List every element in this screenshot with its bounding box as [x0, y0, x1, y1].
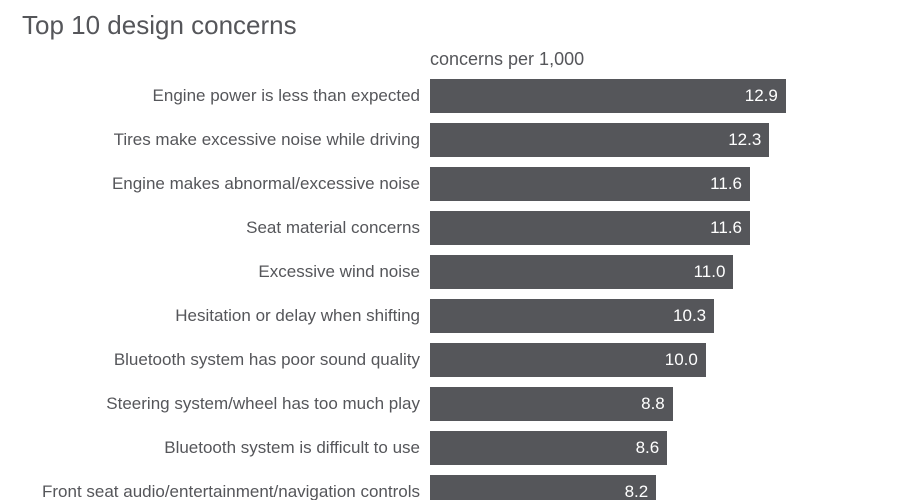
- bar: 10.0: [430, 343, 706, 377]
- bar: 8.6: [430, 431, 667, 465]
- bar-label: Engine power is less than expected: [20, 86, 430, 106]
- bar: 12.9: [430, 79, 786, 113]
- bar-label: Engine makes abnormal/excessive noise: [20, 174, 430, 194]
- bar-track: 8.6: [430, 431, 830, 465]
- bar-row: Front seat audio/entertainment/navigatio…: [20, 472, 880, 500]
- subtitle-row: concerns per 1,000: [20, 49, 880, 70]
- bar-label: Bluetooth system has poor sound quality: [20, 350, 430, 370]
- chart-subtitle: concerns per 1,000: [430, 49, 584, 70]
- bar-track: 12.9: [430, 79, 830, 113]
- bar-label: Hesitation or delay when shifting: [20, 306, 430, 326]
- bar-track: 8.2: [430, 475, 830, 500]
- bar: 11.6: [430, 167, 750, 201]
- bar-track: 8.8: [430, 387, 830, 421]
- bar-value: 12.9: [745, 86, 786, 106]
- bar: 11.6: [430, 211, 750, 245]
- bar-label: Bluetooth system is difficult to use: [20, 438, 430, 458]
- bar-label: Front seat audio/entertainment/navigatio…: [20, 482, 430, 500]
- bar-row: Engine makes abnormal/excessive noise 11.…: [20, 164, 880, 204]
- bar-value: 11.0: [694, 262, 734, 282]
- bar-row: Engine power is less than expected 12.9: [20, 76, 880, 116]
- bar-track: 12.3: [430, 123, 830, 157]
- chart-title: Top 10 design concerns: [22, 10, 880, 41]
- bar-track: 11.6: [430, 211, 830, 245]
- bar-row: Excessive wind noise 11.0: [20, 252, 880, 292]
- bar-label: Steering system/wheel has too much play: [20, 394, 430, 414]
- bar-value: 10.3: [673, 306, 714, 326]
- bar-label: Tires make excessive noise while driving: [20, 130, 430, 150]
- bar-value: 8.2: [625, 482, 657, 500]
- bar-value: 8.8: [641, 394, 673, 414]
- bar-label: Seat material concerns: [20, 218, 430, 238]
- bar-track: 11.0: [430, 255, 830, 289]
- bar: 11.0: [430, 255, 733, 289]
- bar-row: Steering system/wheel has too much play 8…: [20, 384, 880, 424]
- subtitle-spacer: [20, 49, 430, 70]
- bar-rows: Engine power is less than expected 12.9 Ti…: [20, 76, 880, 500]
- bar-track: 11.6: [430, 167, 830, 201]
- bar-value: 11.6: [710, 218, 750, 238]
- bar-value: 11.6: [710, 174, 750, 194]
- bar-row: Seat material concerns 11.6: [20, 208, 880, 248]
- bar-row: Bluetooth system has poor sound quality 1…: [20, 340, 880, 380]
- design-concerns-chart: Top 10 design concerns concerns per 1,00…: [0, 0, 900, 500]
- bar-value: 8.6: [636, 438, 668, 458]
- bar-row: Hesitation or delay when shifting 10.3: [20, 296, 880, 336]
- bar: 12.3: [430, 123, 769, 157]
- bar-value: 12.3: [728, 130, 769, 150]
- bar: 8.2: [430, 475, 656, 500]
- bar-row: Tires make excessive noise while driving…: [20, 120, 880, 160]
- bar-track: 10.3: [430, 299, 830, 333]
- bar-track: 10.0: [430, 343, 830, 377]
- bar-value: 10.0: [665, 350, 706, 370]
- bar: 10.3: [430, 299, 714, 333]
- bar: 8.8: [430, 387, 673, 421]
- bar-row: Bluetooth system is difficult to use 8.6: [20, 428, 880, 468]
- bar-label: Excessive wind noise: [20, 262, 430, 282]
